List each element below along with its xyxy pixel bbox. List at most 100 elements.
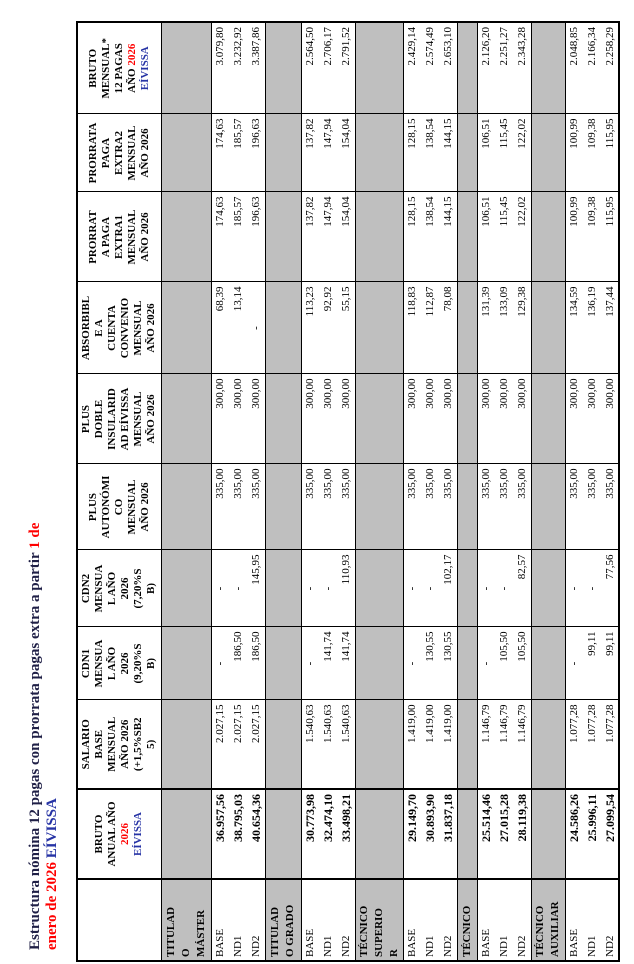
group-empty-cell — [355, 192, 403, 282]
value-cell: 300,00 — [565, 374, 583, 464]
group-empty-cell — [265, 192, 301, 282]
value-cell: 2.126,20 — [477, 22, 495, 114]
value-cell: 335,00 — [403, 464, 421, 550]
group-empty-cell — [355, 627, 403, 700]
value-cell: 106,51 — [477, 192, 495, 282]
value-cell: 92,92 — [319, 282, 337, 374]
value-cell: 300,00 — [439, 374, 457, 464]
value-cell: 128,15 — [403, 192, 421, 282]
value-cell: 1.077,28 — [565, 700, 583, 789]
value-cell: 174,63 — [211, 192, 229, 282]
column-header-plus-autonomico: PLUS AUTONÓMI CO MENSUAL AÑO 2026 — [77, 464, 161, 550]
value-cell: 2.258,29 — [601, 22, 619, 114]
group-empty-cell — [355, 282, 403, 374]
value-cell: 300,00 — [495, 374, 513, 464]
value-cell: 38.795,03 — [229, 789, 247, 879]
group-empty-cell — [531, 700, 565, 789]
value-cell: 335,00 — [421, 464, 439, 550]
value-cell: 185,57 — [229, 192, 247, 282]
value-cell: 82,57 — [513, 550, 531, 627]
value-cell: 300,00 — [513, 374, 531, 464]
row-label: BASE — [301, 879, 319, 961]
value-cell: 30.773,98 — [301, 789, 319, 879]
value-cell: 300,00 — [211, 374, 229, 464]
value-cell: 154,04 — [337, 192, 355, 282]
data-row-nd1: ND1 27.015,28 1.146,79 105,50-335,00 300,00 1… — [495, 22, 513, 961]
value-cell: 99,11 — [601, 627, 619, 700]
value-cell: 115,95 — [601, 192, 619, 282]
value-cell: 141,74 — [337, 627, 355, 700]
group-empty-cell — [355, 114, 403, 192]
group-label: TÉCNICO — [457, 879, 477, 961]
value-cell: 130,55 — [439, 627, 457, 700]
value-cell: - — [583, 550, 601, 627]
data-row-nd1: ND1 38.795,03 2.027,15 186,50-335,00 300,00 1… — [229, 22, 247, 961]
group-label: TITULAD O MÁSTER — [161, 879, 211, 961]
row-label: BASE — [403, 879, 421, 961]
row-label: ND1 — [229, 879, 247, 961]
value-cell: 1.540,63 — [301, 700, 319, 789]
group-empty-cell — [457, 22, 477, 114]
value-cell: 1.146,79 — [495, 700, 513, 789]
value-cell: 2.429,14 — [403, 22, 421, 114]
row-label: BASE — [565, 879, 583, 961]
column-header-prorrata-extra1: PRORRAT A PAGA EXTRA1 MENSUAL AÑO 2026 — [77, 192, 161, 282]
value-cell: 335,00 — [439, 464, 457, 550]
value-cell: 147,94 — [319, 114, 337, 192]
group-label: TÉCNICO AUXILIAR — [531, 879, 565, 961]
value-cell: 27.099,54 — [601, 789, 619, 879]
value-cell: - — [211, 550, 229, 627]
value-cell: 335,00 — [477, 464, 495, 550]
value-cell: 25.996,11 — [583, 789, 601, 879]
value-cell: 115,45 — [495, 114, 513, 192]
title-highlight-date2: enero de 2026 — [44, 858, 60, 950]
value-cell: - — [301, 627, 319, 700]
value-cell: 300,00 — [421, 374, 439, 464]
data-row-nd1: ND1 25.996,11 1.077,28 99,11-335,00 300,00 13… — [583, 22, 601, 961]
value-cell: 128,15 — [403, 114, 421, 192]
value-cell: 113,23 — [301, 282, 319, 374]
group-row: TITULAD O GRADO — [265, 22, 301, 961]
value-cell: 129,38 — [513, 282, 531, 374]
value-cell: 144,15 — [439, 192, 457, 282]
value-cell: 112,87 — [421, 282, 439, 374]
value-cell: 300,00 — [229, 374, 247, 464]
row-label: ND2 — [601, 879, 619, 961]
value-cell: 1.077,28 — [583, 700, 601, 789]
value-cell: 196,63 — [247, 114, 265, 192]
column-header-categoria — [77, 879, 161, 961]
value-cell: 2.791,52 — [337, 22, 355, 114]
value-cell: 131,39 — [477, 282, 495, 374]
value-cell: - — [301, 550, 319, 627]
group-empty-cell — [457, 282, 477, 374]
header-row: BRUTO ANUAL AÑO 2026 EÍVISSA SALARIO BASE MENS… — [77, 22, 161, 961]
value-cell: 68,39 — [211, 282, 229, 374]
value-cell: 2.574,49 — [421, 22, 439, 114]
data-row-base: BASE 25.514,46 1.146,79- -335,00 300,00 131,3… — [477, 22, 495, 961]
value-cell: 36.957,56 — [211, 789, 229, 879]
value-cell: 141,74 — [319, 627, 337, 700]
value-cell: 196,63 — [247, 192, 265, 282]
value-cell: 100,99 — [565, 114, 583, 192]
row-label: ND2 — [513, 879, 531, 961]
value-cell: 109,38 — [583, 192, 601, 282]
value-cell: - — [477, 627, 495, 700]
value-cell: 2.027,15 — [229, 700, 247, 789]
value-cell: 335,00 — [229, 464, 247, 550]
data-row-base: BASE 30.773,98 1.540,63- -335,00 300,00 113,2… — [301, 22, 319, 961]
value-cell: 2.027,15 — [211, 700, 229, 789]
group-empty-cell — [457, 789, 477, 879]
value-cell: 55,15 — [337, 282, 355, 374]
group-empty-cell — [355, 700, 403, 789]
value-cell: 300,00 — [319, 374, 337, 464]
value-cell: 300,00 — [337, 374, 355, 464]
row-label: ND1 — [421, 879, 439, 961]
value-cell: 2.653,10 — [439, 22, 457, 114]
value-cell: 335,00 — [319, 464, 337, 550]
value-cell: 13,14 — [229, 282, 247, 374]
group-empty-cell — [531, 282, 565, 374]
value-cell: 1.146,79 — [513, 700, 531, 789]
value-cell: - — [319, 550, 337, 627]
value-cell: 137,44 — [601, 282, 619, 374]
data-row-base: BASE 29.149,70 1.419,00- -335,00 300,00 118,8… — [403, 22, 421, 961]
